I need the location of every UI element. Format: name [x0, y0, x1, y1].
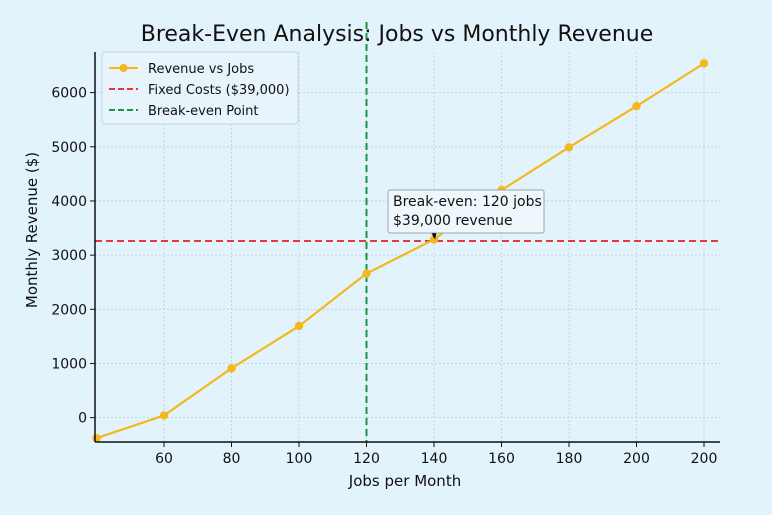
y-tick-label: 6000: [51, 86, 87, 102]
x-tick-label: 180: [556, 451, 583, 467]
legend: Revenue vs Jobs Fixed Costs ($39,000) Brea…: [101, 51, 299, 125]
x-tick-label: 200: [623, 451, 650, 467]
revenue-line: [96, 62, 705, 440]
y-tick-label: 3000: [51, 248, 87, 264]
x-tick-label: 200: [691, 451, 718, 467]
revenue-point: [564, 143, 574, 152]
legend-label: Revenue vs Jobs: [148, 62, 254, 77]
ticks: 0 1000 2000 3000 4000 5000 6000 60 80 100 120 140 16…: [51, 86, 717, 467]
x-axis-label: Jobs per Month: [348, 472, 461, 490]
y-tick-label: 2000: [51, 302, 87, 318]
annotation-text: $39,000 revenue: [393, 213, 513, 229]
x-tick-label: 140: [421, 451, 448, 467]
y-axis-label: Monthly Revenue ($): [23, 152, 41, 308]
annotation-box: [387, 189, 545, 234]
revenue-point: [159, 411, 169, 420]
annotation: Break-even: 120 jobs $39,000 revenue: [387, 189, 545, 240]
x-tick-label: 120: [353, 451, 380, 467]
annotation-arrowhead: [431, 233, 437, 240]
revenue-point: [699, 59, 709, 68]
revenue-point: [632, 101, 641, 111]
revenue-point: [92, 434, 101, 443]
revenue-point: [227, 364, 236, 373]
annotation-text: Break-even: 120 jobs: [393, 194, 542, 210]
revenue-point: [294, 321, 304, 331]
legend-label: Break-even Point: [148, 104, 259, 119]
revenue-point: [362, 269, 371, 278]
x-tick-label: 160: [488, 451, 515, 467]
legend-label: Fixed Costs ($39,000): [148, 83, 290, 98]
x-tick-label: 100: [286, 451, 313, 467]
y-tick-label: 0: [78, 411, 87, 427]
reference-lines: [95, 22, 720, 442]
axes: [94, 52, 720, 443]
legend-box: [101, 51, 299, 125]
x-tick-label: 80: [223, 451, 241, 467]
y-tick-label: 5000: [51, 140, 87, 156]
legend-marker: [119, 64, 128, 72]
revenue-point: [429, 235, 439, 244]
chart-title: Break-Even Analysis: Jobs vs Monthly Rev…: [141, 22, 654, 47]
y-tick-label: 4000: [51, 194, 87, 210]
y-tick-label: 1000: [51, 356, 87, 372]
x-tick-label: 60: [155, 451, 173, 467]
